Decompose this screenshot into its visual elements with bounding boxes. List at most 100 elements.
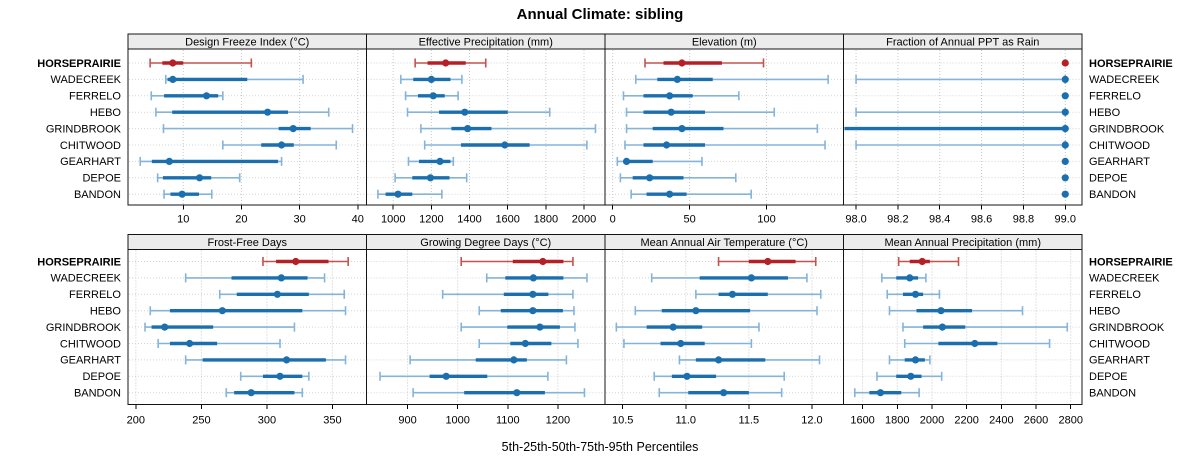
station-label-left: GEARHART <box>60 156 121 168</box>
series-bandon <box>163 189 213 199</box>
station-labels: HORSEPRAIRIE HORSEPRAIRIE HORSEPRAIRIE HORS… <box>37 58 1173 400</box>
station-label-right: GRINDBROOK <box>1089 322 1165 334</box>
series-gearhart <box>184 355 347 365</box>
panel-title: Frost-Free Days <box>208 237 288 249</box>
station-label-right: HEBO <box>1089 306 1121 318</box>
axis-tick-label: 300 <box>258 415 276 427</box>
axis-tick-label: 2600 <box>1024 415 1048 427</box>
series-chitwood <box>903 339 1051 348</box>
series-hebo <box>634 306 818 316</box>
series-grindbrook <box>844 124 1069 134</box>
series-wadecreek <box>634 74 829 84</box>
series-chitwood <box>624 140 826 150</box>
station-label-left: GRINDBROOK <box>46 322 122 334</box>
series-hebo <box>149 306 347 316</box>
station-label-left: HEBO <box>90 107 122 119</box>
series-horseprairie <box>897 257 960 266</box>
panel-mean-annual-air-temperature-c: 10.5 11.0 11.5 12.0 Mean Annual Air Temperat… <box>604 234 844 427</box>
series-gearhart <box>409 355 568 365</box>
panel-title: Design Freeze Index (°C) <box>185 37 309 49</box>
series-depoe <box>156 173 241 183</box>
series-grindbrook <box>615 322 760 332</box>
axis-tick-label: 98.6 <box>971 214 992 226</box>
station-label-right: WADECREEK <box>1089 74 1160 86</box>
series-horseprairie <box>262 257 349 266</box>
figure-title: Annual Climate: sibling <box>516 6 684 23</box>
panel-header <box>843 33 1083 50</box>
axis-tick-label: 10 <box>177 214 189 226</box>
axis-tick-label: 1800 <box>885 415 909 427</box>
series-wadecreek <box>485 273 588 283</box>
series-hebo <box>406 107 551 117</box>
axis-tick-label: 1600 <box>850 415 874 427</box>
series-chitwood <box>855 140 1069 150</box>
axis-tick-label: 30 <box>293 214 305 226</box>
axis-tick-label: 1200 <box>546 415 570 427</box>
series-bandon <box>225 388 304 398</box>
series-depoe <box>1061 174 1069 182</box>
station-label-left: BANDON <box>74 388 121 400</box>
series-ferrelo <box>218 289 346 299</box>
series-bandon <box>412 388 586 398</box>
station-label-right: HORSEPRAIRIE <box>1089 58 1173 70</box>
series-ferrelo <box>1061 92 1069 100</box>
axis-tick-label: 1600 <box>495 214 519 226</box>
series-bandon <box>1061 190 1069 198</box>
station-label-right: FERRELO <box>1089 289 1141 301</box>
series-ferrelo <box>404 91 459 101</box>
series-horseprairie <box>1061 59 1069 67</box>
series-chitwood <box>157 339 281 348</box>
axis-tick-label: 1100 <box>496 415 520 427</box>
axis-tick-label: 98.0 <box>845 214 866 226</box>
series-gearhart <box>678 355 821 365</box>
series-gearhart <box>1061 157 1069 165</box>
axis-tick-label: 40 <box>352 214 364 226</box>
panel-elevation-m: 0 50 100 Elevation (m) <box>604 33 844 226</box>
panel-header <box>843 234 1083 250</box>
series-grindbrook <box>902 322 1069 332</box>
series-ferrelo <box>441 289 574 299</box>
series-hebo <box>478 306 575 316</box>
station-label-right: HORSEPRAIRIE <box>1089 256 1173 268</box>
station-label-right: BANDON <box>1089 388 1136 400</box>
station-label-left: FERRELO <box>69 289 121 301</box>
series-wadecreek <box>650 273 808 283</box>
axis-tick-label: 98.4 <box>929 214 950 226</box>
axis-tick-label: 1400 <box>457 214 481 226</box>
axis-tick-label: 200 <box>127 415 145 427</box>
station-label-left: CHITWOOD <box>60 140 121 152</box>
station-label-right: CHITWOOD <box>1089 338 1150 350</box>
series-wadecreek <box>881 273 927 283</box>
station-label-right: GEARHART <box>1089 355 1150 367</box>
axis-tick-label: 350 <box>323 415 341 427</box>
station-label-left: CHITWOOD <box>60 338 121 350</box>
panel-title: Effective Precipitation (mm) <box>419 37 553 49</box>
station-label-left: GEARHART <box>60 355 121 367</box>
station-label-right: CHITWOOD <box>1089 140 1150 152</box>
axis-tick-label: 2800 <box>1058 415 1082 427</box>
panel-title: Growing Degree Days (°C) <box>420 237 551 249</box>
station-label-right: DEPOE <box>1089 173 1128 185</box>
series-grindbrook <box>144 322 296 332</box>
series-chitwood <box>478 339 579 348</box>
series-bandon <box>658 388 783 398</box>
axis-tick-label: 100 <box>757 214 775 226</box>
series-depoe <box>239 371 310 381</box>
series-wadecreek <box>400 74 463 84</box>
axis-tick-label: 1000 <box>381 214 405 226</box>
station-label-left: HORSEPRAIRIE <box>37 256 121 268</box>
axis-tick-label: 11.0 <box>675 415 696 427</box>
axis-tick-label: 2000 <box>572 214 596 226</box>
station-label-left: GRINDBROOK <box>46 123 122 135</box>
series-horseprairie <box>644 58 765 68</box>
series-hebo <box>888 306 1024 316</box>
percentiles-axis-caption: 5th-25th-50th-75th-95th Percentiles <box>501 440 699 454</box>
series-hebo <box>625 107 776 117</box>
axis-tick-label: 1000 <box>445 415 469 427</box>
series-depoe <box>379 371 549 381</box>
series-hebo <box>155 107 330 117</box>
series-gearhart <box>888 355 931 365</box>
series-depoe <box>619 173 737 183</box>
station-label-right: DEPOE <box>1089 371 1128 383</box>
